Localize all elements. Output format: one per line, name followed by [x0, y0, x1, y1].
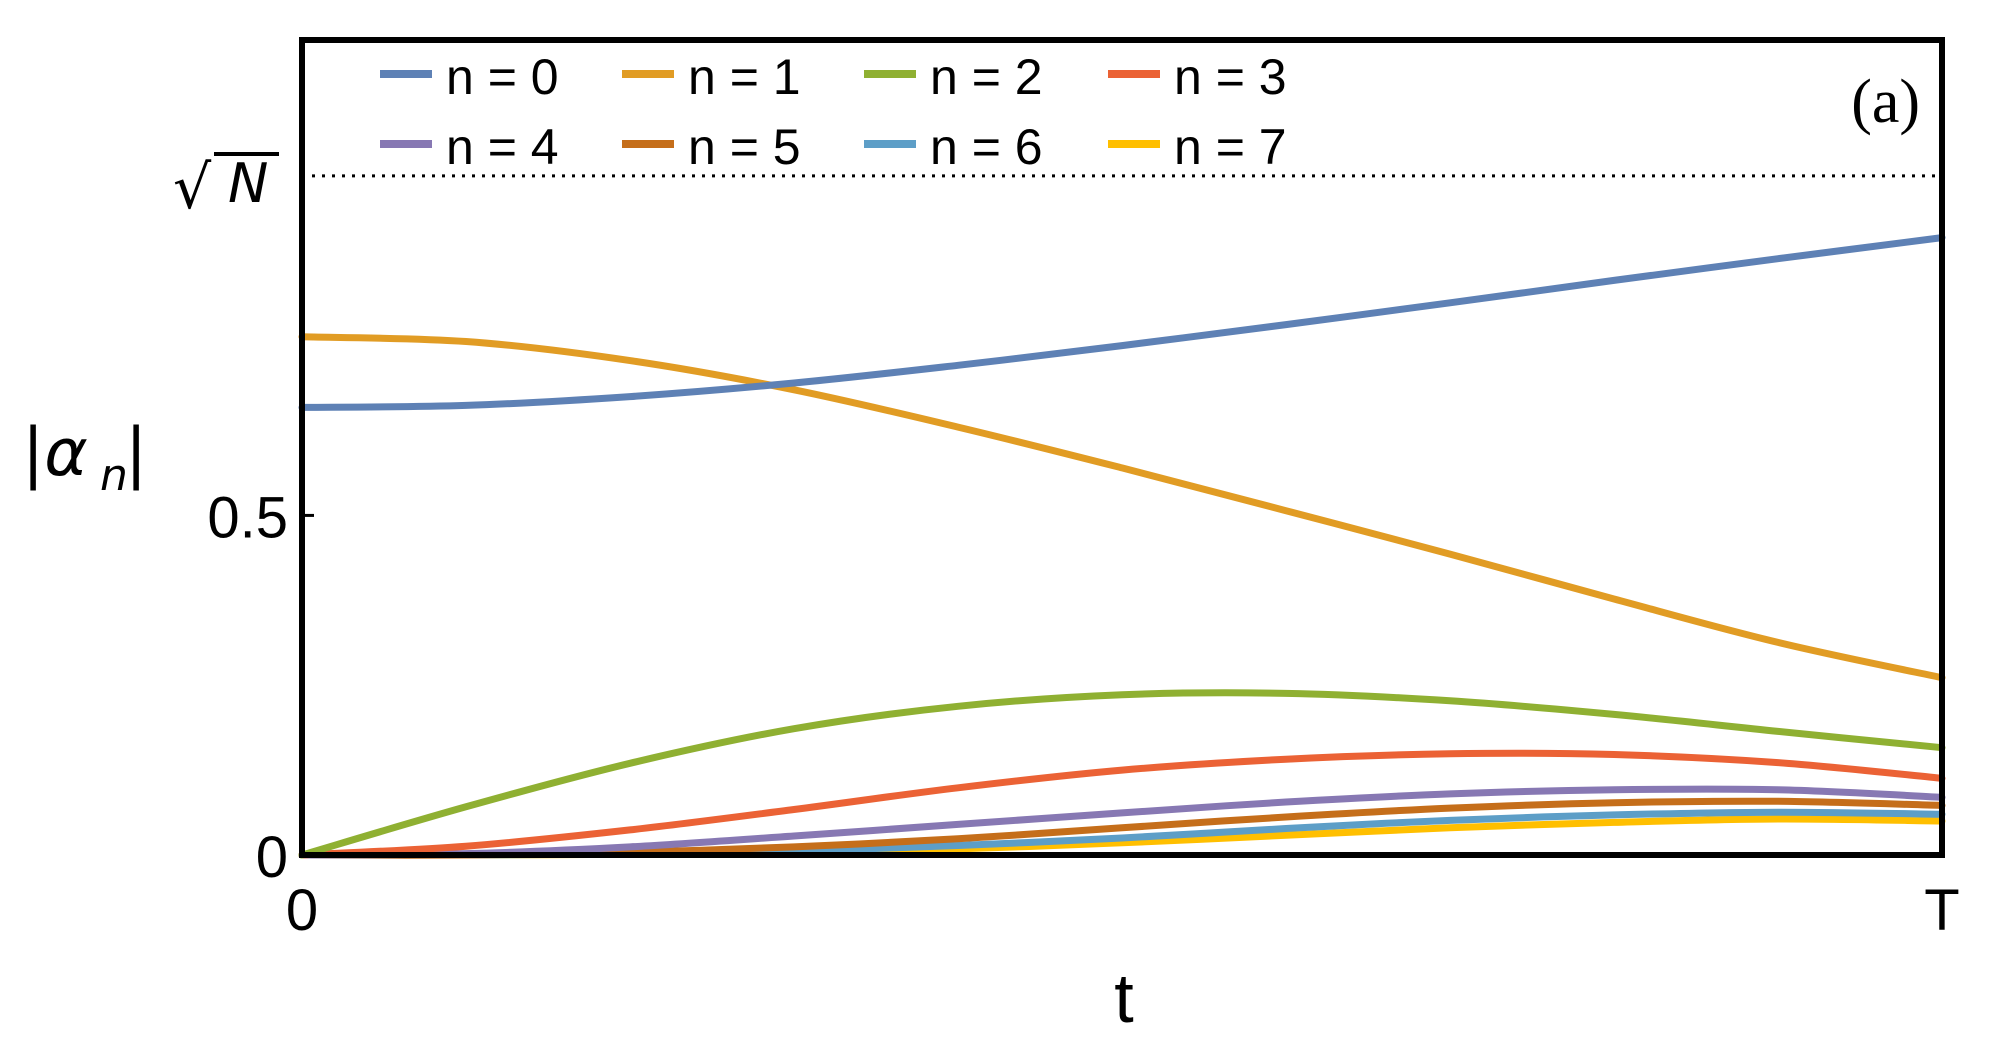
series-line-n4	[298, 785, 1946, 859]
series-line-n0	[298, 234, 1946, 411]
y-axis-label: |α n |	[22, 414, 147, 501]
series-line-n1	[298, 333, 1946, 682]
legend-label-n1: n = 1	[688, 49, 801, 105]
tick-layer: 0 T 0 0.5	[207, 485, 1959, 943]
legend-label-n3: n = 3	[1174, 49, 1287, 105]
sqrt-symbol: √	[173, 153, 212, 223]
legend: n = 0 n = 1 n = 2 n = 3 n = 4 n = 5 n = 6 n = 7	[380, 49, 1287, 175]
series-line-n2	[298, 689, 1946, 859]
series-line-n5	[298, 797, 1946, 859]
x-tick-label-1: T	[1924, 878, 1959, 943]
x-tick-label-0: 0	[286, 878, 318, 943]
series-layer	[298, 234, 1946, 859]
x-axis-label: t	[1114, 959, 1133, 1037]
legend-label-n7: n = 7	[1174, 119, 1287, 175]
legend-label-n2: n = 2	[930, 49, 1043, 105]
series-line-n3	[298, 749, 1946, 859]
legend-label-n6: n = 6	[930, 119, 1043, 175]
sqrt-argument: N	[228, 152, 268, 215]
panel-label: (a)	[1851, 68, 1920, 136]
legend-label-n0: n = 0	[446, 49, 559, 105]
y-axis-label-main: |α	[22, 414, 88, 491]
plot-frame	[299, 37, 1945, 858]
y-axis-label-close: |	[125, 414, 147, 491]
sqrt-n-label: √ N	[173, 152, 279, 223]
legend-label-n5: n = 5	[688, 119, 801, 175]
legend-label-n4: n = 4	[446, 119, 559, 175]
y-tick-label-1: 0.5	[207, 485, 288, 550]
y-axis-label-subscript: n	[100, 450, 128, 501]
y-tick-label-0: 0	[256, 825, 288, 890]
